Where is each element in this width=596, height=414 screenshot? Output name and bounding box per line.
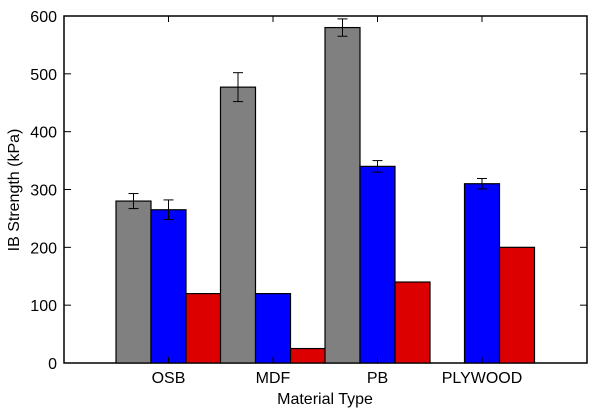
bar-mdf-s2: [254, 293, 292, 364]
y-tick-label-200: 200: [30, 240, 57, 257]
x-tick-label-plywood: PLYWOOD: [442, 370, 523, 387]
error-bars-group: [128, 18, 487, 221]
x-axis-ticks: OSB MDF PB PLYWOOD: [152, 16, 523, 387]
y-tick-label-600: 600: [30, 9, 57, 26]
bars-group: [115, 26, 536, 364]
bar-pb-s1: [324, 26, 361, 364]
y-tick-label-0: 0: [48, 356, 57, 373]
y-tick-label-300: 300: [30, 183, 57, 200]
bar-plywood-s2: [463, 183, 501, 364]
y-tick-label-400: 400: [30, 125, 57, 142]
bar-pb-s3: [394, 281, 431, 364]
bar-osb-s3: [185, 293, 222, 364]
y-tick-label-500: 500: [30, 67, 57, 84]
y-axis-label: IB Strength (kPa): [6, 129, 23, 252]
y-tick-label-100: 100: [30, 298, 57, 315]
bar-osb-s1: [115, 200, 152, 364]
x-tick-label-mdf: MDF: [256, 370, 291, 387]
x-axis-label: Material Type: [277, 391, 373, 408]
bar-osb-s2: [150, 209, 187, 364]
y-axis-ticks: 0 100 200 300 400 500 600: [30, 9, 587, 373]
bar-plywood-s3: [498, 246, 536, 364]
bar-mdf-s1: [219, 86, 257, 364]
x-tick-label-osb: OSB: [152, 370, 186, 387]
bar-pb-s2: [359, 165, 396, 364]
x-tick-label-pb: PB: [367, 370, 388, 387]
bar-mdf-s3: [289, 347, 327, 364]
